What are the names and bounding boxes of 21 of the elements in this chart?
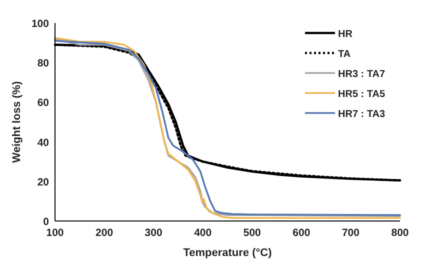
y-tick-label: 60 <box>37 97 50 110</box>
x-tick-label: 200 <box>96 227 114 239</box>
x-axis-title: Temperature (°C) <box>183 247 272 259</box>
legend-label: HR <box>338 29 354 40</box>
x-tick-label: 700 <box>342 227 360 239</box>
x-tick-label: 600 <box>292 227 310 239</box>
legend-label: HR7 : TA3 <box>338 109 386 120</box>
y-axis-title: Weight loss (%) <box>11 80 23 163</box>
x-tick-label: 300 <box>144 227 162 239</box>
legend-label: HR3 : TA7 <box>338 69 386 80</box>
x-tick-label: 100 <box>46 227 64 239</box>
x-tick-label: 500 <box>243 227 262 239</box>
y-tick-label: 100 <box>31 18 50 30</box>
y-tick-label: 80 <box>37 58 50 70</box>
y-tick-label: 0 <box>43 216 50 228</box>
legend-label: HR5 : TA5 <box>338 89 386 100</box>
x-tick-label: 400 <box>194 227 212 239</box>
legend-label: TA <box>338 49 351 60</box>
y-tick-label: 40 <box>37 136 50 149</box>
y-tick-label: 20 <box>37 176 50 188</box>
x-tick-label: 800 <box>391 227 409 239</box>
